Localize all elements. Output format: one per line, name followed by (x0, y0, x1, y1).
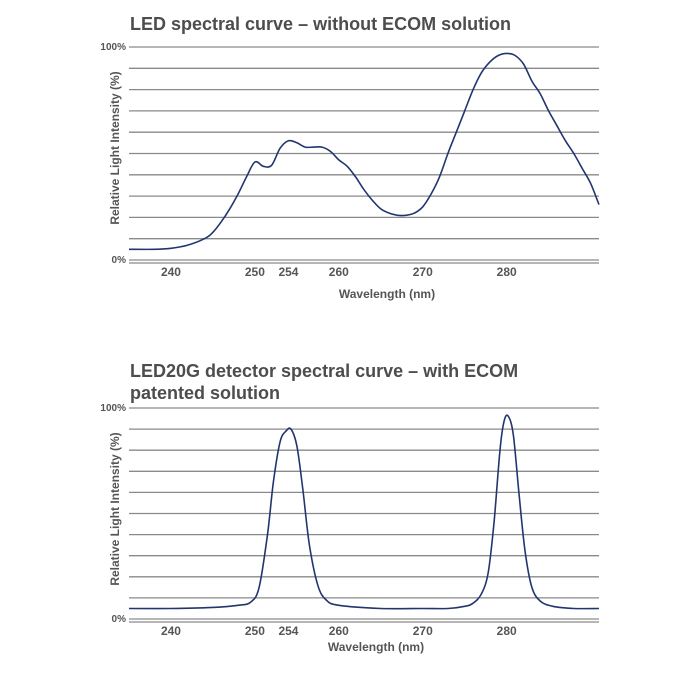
chart-led20g-with-ecom: LED20G detector spectral curve – with EC… (100, 361, 600, 654)
y-tick-label: 0% (112, 614, 127, 625)
x-axis-label: Wavelength (nm) (328, 640, 424, 654)
x-tick-label: 254 (278, 265, 298, 279)
x-tick-label: 280 (497, 265, 517, 279)
x-tick-label: 240 (161, 265, 181, 279)
x-tick-label: 250 (245, 265, 265, 279)
x-tick-label: 260 (329, 624, 349, 638)
gridlines (129, 46, 599, 264)
x-tick-label: 260 (329, 265, 349, 279)
chart-title-line-2: patented solution (130, 383, 280, 403)
chart-led-without-ecom: LED spectral curve – without ECOM soluti… (100, 14, 600, 301)
chart-title-line-1: LED20G detector spectral curve – with EC… (130, 361, 518, 381)
gridlines (129, 407, 599, 623)
x-tick-label: 280 (497, 624, 517, 638)
y-tick-label: 0% (112, 255, 127, 266)
x-tick-label: 254 (278, 624, 298, 638)
y-tick-label: 100% (100, 42, 126, 53)
x-tick-label: 270 (413, 624, 433, 638)
y-axis-label: Relative Light Intensity (%) (108, 432, 122, 585)
x-tick-label: 250 (245, 624, 265, 638)
y-axis-label: Relative Light Intensity (%) (108, 71, 122, 224)
chart-title-line-1: LED spectral curve – without ECOM soluti… (130, 14, 511, 34)
x-tick-label: 240 (161, 624, 181, 638)
spectral-curve-line (128, 52, 600, 251)
x-axis-label: Wavelength (nm) (339, 287, 435, 301)
y-tick-label: 100% (100, 403, 126, 414)
x-tick-label: 270 (413, 265, 433, 279)
spectral-curve-line (128, 414, 600, 610)
